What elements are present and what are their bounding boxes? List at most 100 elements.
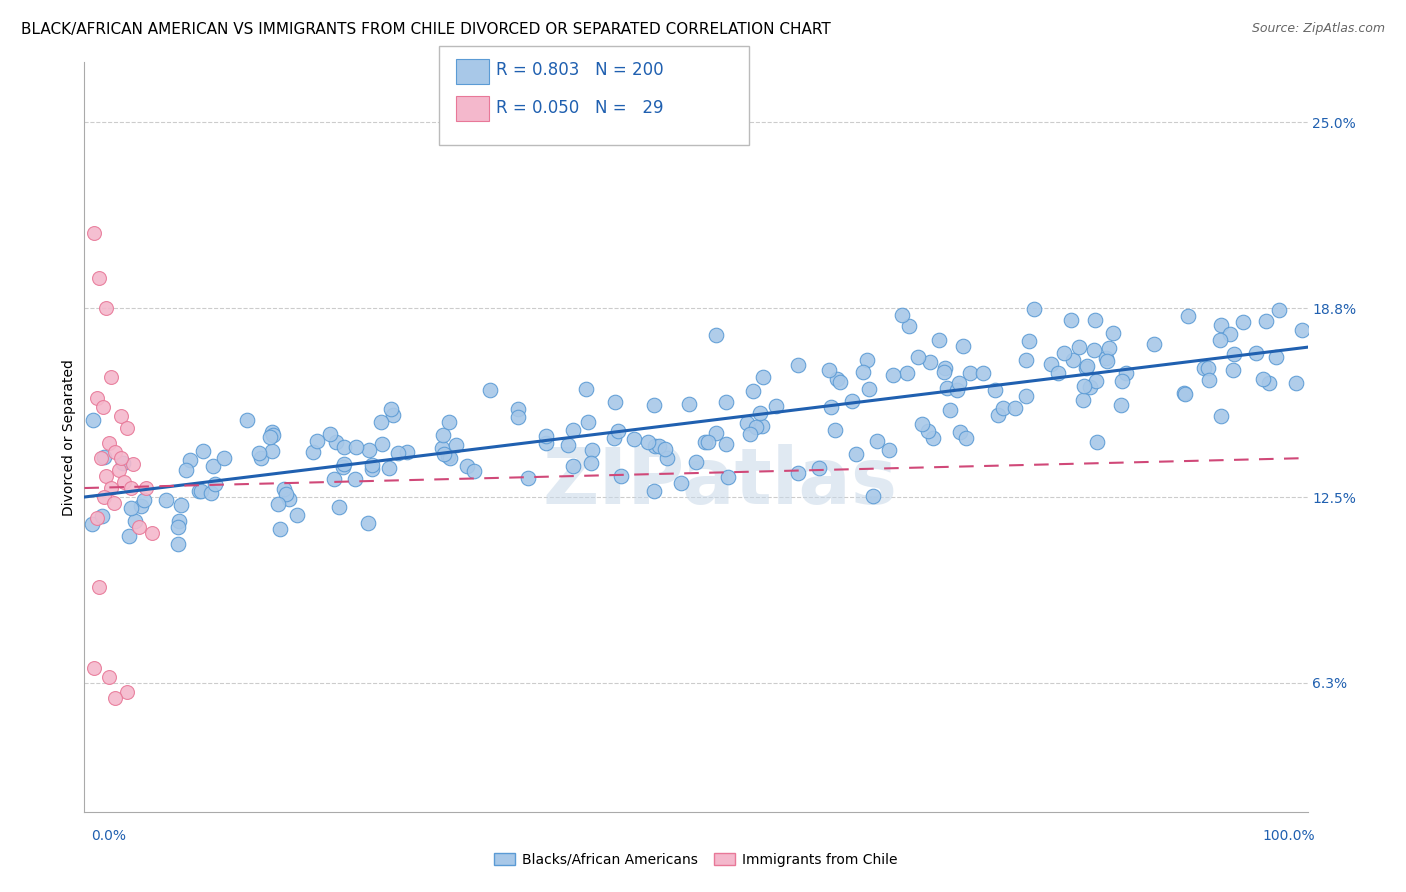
Point — [96, 469, 118, 483]
Point — [898, 319, 921, 334]
Point — [1062, 352, 1084, 367]
Point — [128, 520, 150, 534]
Point — [824, 423, 846, 437]
Point — [249, 451, 271, 466]
Point — [576, 415, 599, 429]
Point — [344, 440, 367, 454]
Point — [984, 383, 1007, 397]
Point — [516, 471, 538, 485]
Point — [378, 460, 401, 475]
Point — [122, 457, 145, 471]
Point — [357, 516, 380, 531]
Point — [562, 423, 585, 437]
Point — [752, 369, 775, 384]
Point — [643, 483, 665, 498]
Point — [263, 427, 285, 442]
Point — [1115, 367, 1137, 381]
Point — [1084, 312, 1107, 326]
Point — [463, 464, 485, 478]
Point — [896, 366, 918, 380]
Point — [934, 365, 956, 379]
Point — [167, 519, 190, 533]
Point — [439, 415, 461, 429]
Point — [858, 382, 880, 396]
Point — [820, 400, 842, 414]
Point — [1018, 334, 1040, 348]
Point — [174, 463, 197, 477]
Point — [685, 455, 707, 469]
Point — [325, 434, 347, 449]
Point — [260, 425, 283, 439]
Point — [1177, 309, 1199, 323]
Point — [110, 409, 132, 423]
Point — [1076, 359, 1098, 373]
Point — [911, 417, 934, 432]
Point — [934, 361, 956, 376]
Point — [610, 468, 633, 483]
Point — [382, 409, 405, 423]
Point — [370, 415, 392, 429]
Point — [786, 466, 808, 480]
Point — [877, 442, 900, 457]
Point — [648, 439, 671, 453]
Point — [333, 457, 356, 471]
Point — [866, 434, 889, 449]
Point — [1198, 372, 1220, 386]
Point — [273, 483, 295, 497]
Point — [305, 434, 328, 448]
Point — [1197, 361, 1219, 376]
Point — [671, 476, 693, 491]
Point — [110, 451, 132, 466]
Point — [190, 484, 212, 499]
Point — [103, 496, 125, 510]
Point — [328, 500, 350, 514]
Point — [262, 444, 284, 458]
Point — [938, 402, 960, 417]
Point — [1219, 326, 1241, 341]
Point — [135, 481, 157, 495]
Point — [603, 431, 626, 445]
Point — [361, 458, 384, 473]
Point — [508, 410, 530, 425]
Point — [1251, 372, 1274, 386]
Point — [1094, 351, 1116, 365]
Point — [1173, 386, 1195, 401]
Point — [1111, 374, 1133, 388]
Point — [856, 352, 879, 367]
Point — [1046, 366, 1069, 380]
Point — [644, 439, 666, 453]
Point — [212, 450, 235, 465]
Point — [191, 443, 214, 458]
Text: BLACK/AFRICAN AMERICAN VS IMMIGRANTS FROM CHILE DIVORCED OR SEPARATED CORRELATIO: BLACK/AFRICAN AMERICAN VS IMMIGRANTS FRO… — [21, 22, 831, 37]
Point — [845, 446, 868, 460]
Point — [1285, 376, 1308, 391]
Point — [93, 490, 115, 504]
Point — [737, 416, 759, 430]
Point — [714, 437, 737, 451]
Point — [100, 481, 122, 495]
Point — [1053, 345, 1076, 359]
Point — [745, 420, 768, 434]
Point — [111, 456, 134, 470]
Point — [1040, 357, 1063, 371]
Point — [575, 382, 598, 396]
Point — [1071, 392, 1094, 407]
Point — [1222, 363, 1244, 377]
Point — [637, 435, 659, 450]
Point — [1109, 398, 1132, 412]
Point — [269, 522, 291, 536]
Point — [86, 391, 108, 405]
Point — [120, 501, 142, 516]
Point — [696, 435, 718, 450]
Point — [1004, 401, 1026, 415]
Point — [1209, 318, 1232, 332]
Point — [945, 384, 967, 398]
Point — [657, 451, 679, 466]
Point — [882, 368, 904, 382]
Point — [170, 498, 193, 512]
Legend: Blacks/African Americans, Immigrants from Chile: Blacks/African Americans, Immigrants fro… — [489, 847, 903, 872]
Text: R = 0.803   N = 200: R = 0.803 N = 200 — [496, 62, 664, 79]
Point — [87, 580, 110, 594]
Point — [1257, 376, 1279, 391]
Point — [1244, 346, 1267, 360]
